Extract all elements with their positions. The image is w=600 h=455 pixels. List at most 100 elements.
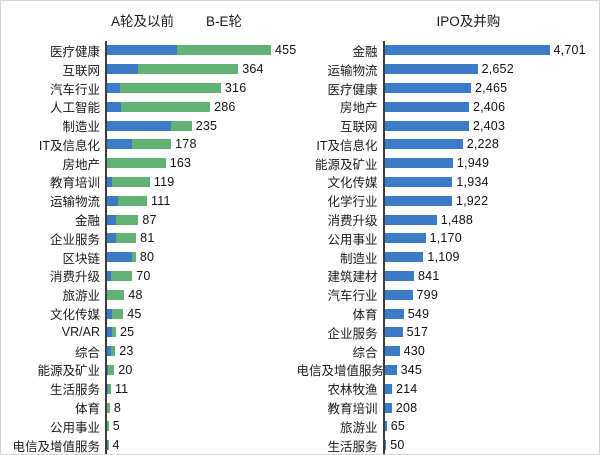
bar-track: 214 [382,379,600,399]
value-label: 1,170 [429,231,462,246]
value-label: 286 [214,99,236,114]
chart-row: 化学行业 1,922 [297,191,600,211]
bar-segment-a-round [107,364,109,375]
category-label: 制造业 [339,251,378,266]
bar-segment-a-round [107,346,112,357]
bar-segment-ipo [384,64,478,75]
chart-row: 生活服务 11 [1,379,297,399]
value-label: 549 [407,306,430,321]
value-label: 1,934 [456,174,489,189]
bar-track: 2,406 [382,97,600,117]
legend-item-a-round: A轮及以前 [111,14,175,29]
bar-segment-ipo [384,364,397,375]
bar-track: 119 [105,172,297,192]
chart-row: IT及信息化 2,228 [297,134,600,154]
bar-segment-a-round [107,120,172,131]
category-label: 文化传媒 [49,308,100,323]
bar-track: 364 [105,59,297,79]
bar-segment-a-round [107,82,120,93]
left-chart-legend: A轮及以前 B-E轮 [1,1,297,41]
bar-track: 2,403 [382,116,600,135]
value-label: 8 [113,400,122,415]
bar-segment-ipo [384,45,550,56]
bar-track: 81 [105,228,297,248]
value-label: 799 [416,287,438,302]
bar-segment-ipo [384,195,452,206]
right-chart-rows: 金融 4,701 运输物流 2,652 医疗健康 2,465 房地产 2,406 [297,41,600,454]
chart-row: 公用事业 5 [1,416,297,436]
category-label: 公用事业 [327,232,378,247]
chart-row: 体育 549 [297,304,600,323]
chart-row: 电信及增值服务 345 [297,360,600,380]
bar-track: 45 [105,304,297,323]
category-label: 生活服务 [327,439,378,454]
bar-segment-ipo [384,158,453,169]
bar-segment-ipo [384,308,404,319]
category-label: 运输物流 [49,195,100,210]
bar-segment-ipo [384,289,413,300]
value-label: 5 [112,419,120,434]
bar-track: 70 [105,266,297,286]
bar-segment-b-e-round [108,383,111,394]
value-label: 119 [153,174,175,189]
bar-track: 286 [105,97,297,117]
value-label: 1,949 [456,156,490,171]
value-label: 235 [195,118,218,133]
category-label: 区块链 [62,251,100,266]
bar-segment-b-e-round [108,364,115,375]
bar-track: 5 [105,416,297,436]
value-label: 20 [118,362,133,377]
chart-row: 人工智能 286 [1,97,297,117]
chart-row: 文化传媒 1,934 [297,172,600,192]
bar-segment-b-e-round [107,289,125,300]
value-label: 364 [242,62,264,77]
value-label: 455 [274,43,297,58]
category-label: 互联网 [62,63,100,78]
bar-segment-ipo [384,101,469,112]
category-label: 汽车行业 [327,289,378,304]
value-label: 1,109 [427,250,460,265]
bar-segment-b-e-round [111,346,116,357]
value-label: 4 [112,438,120,453]
bar-segment-b-e-round [137,64,239,75]
bar-track: 1,488 [382,210,600,229]
bar-segment-a-round [107,214,116,225]
value-label: 316 [224,80,247,95]
bar-segment-ipo [384,327,403,338]
bar-segment-ipo [384,421,387,432]
bar-segment-b-e-round [116,233,137,244]
chart-row: 教育培训 208 [297,398,600,417]
bar-segment-ipo [384,383,392,394]
bar-track: 111 [105,191,297,211]
bar-segment-b-e-round [107,421,109,432]
category-label: 医疗健康 [327,82,378,97]
bar-track: 2,652 [382,59,600,79]
bar-track: 4,701 [382,41,600,60]
bar-track: 2,228 [382,134,600,154]
category-label: 人工智能 [49,101,100,116]
bar-segment-a-round [107,252,132,263]
category-label: 消费升级 [327,214,378,229]
value-label: 45 [127,306,142,321]
bar-track: 430 [382,341,600,361]
chart-row: 综合 23 [1,341,297,361]
category-label: 能源及矿业 [314,157,378,172]
category-label: 体育 [352,308,378,323]
bar-segment-ipo [384,139,463,150]
bar-segment-b-e-round [171,120,192,131]
chart-row: 运输物流 111 [1,191,297,211]
bar-track: 8 [105,398,297,417]
category-label: 教育培训 [327,402,378,417]
ipo-merger-chart: IPO及并购 金融 4,701 运输物流 2,652 医疗健康 2,465 房地… [297,1,600,454]
category-label: 能源及矿业 [37,364,100,379]
value-label: 2,406 [472,99,506,114]
chart-row: 农林牧渔 214 [297,379,600,399]
chart-row: 医疗健康 455 [1,41,297,60]
bar-track: 235 [105,116,297,135]
category-label: 企业服务 [327,326,378,341]
chart-row: 能源及矿业 1,949 [297,153,600,173]
bar-track: 1,922 [382,191,600,211]
chart-row: 互联网 364 [1,59,297,79]
bar-segment-b-e-round [117,195,147,206]
